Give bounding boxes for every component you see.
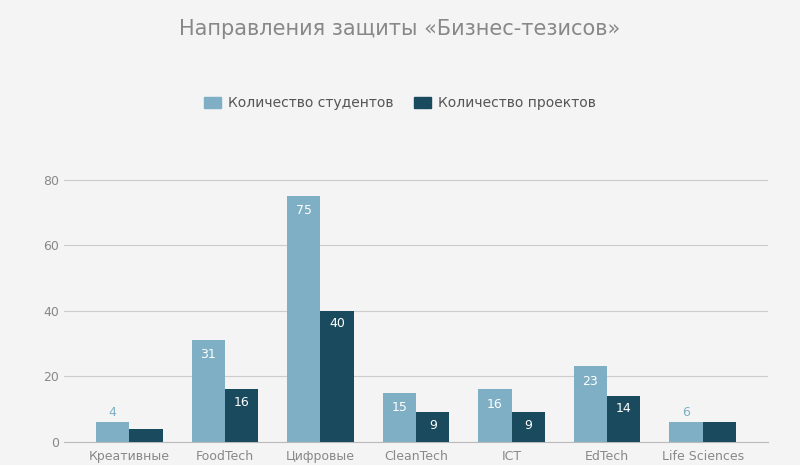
Text: 6: 6 bbox=[682, 406, 690, 419]
Bar bbox=[130, 429, 163, 442]
Text: 4: 4 bbox=[109, 406, 117, 419]
Bar bbox=[96, 422, 130, 442]
Bar bbox=[382, 392, 416, 442]
Bar bbox=[416, 412, 450, 442]
Text: 16: 16 bbox=[487, 398, 502, 411]
Text: 15: 15 bbox=[391, 401, 407, 414]
Bar bbox=[669, 422, 702, 442]
Text: Направления защиты «Бизнес-тезисов»: Направления защиты «Бизнес-тезисов» bbox=[179, 19, 621, 39]
Bar bbox=[321, 311, 354, 442]
Text: 31: 31 bbox=[200, 348, 216, 361]
Text: 40: 40 bbox=[330, 317, 345, 330]
Text: 9: 9 bbox=[429, 419, 437, 432]
Legend: Количество студентов, Количество проектов: Количество студентов, Количество проекто… bbox=[198, 91, 602, 116]
Bar bbox=[511, 412, 545, 442]
Bar bbox=[191, 340, 225, 442]
Bar bbox=[287, 196, 321, 442]
Bar bbox=[574, 366, 607, 442]
Bar bbox=[225, 389, 258, 442]
Bar bbox=[478, 389, 511, 442]
Text: 9: 9 bbox=[524, 419, 532, 432]
Text: 23: 23 bbox=[582, 375, 598, 388]
Text: 16: 16 bbox=[234, 396, 250, 409]
Bar bbox=[702, 422, 736, 442]
Text: 75: 75 bbox=[296, 204, 312, 217]
Bar bbox=[607, 396, 641, 442]
Text: 14: 14 bbox=[616, 402, 632, 415]
